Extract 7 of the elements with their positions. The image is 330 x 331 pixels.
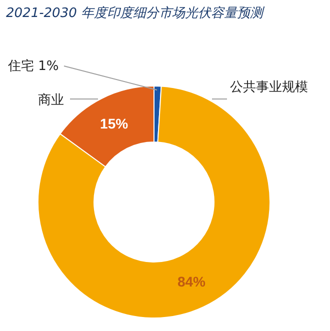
- slice-label: 商业: [38, 93, 64, 108]
- data-label: 1%: [38, 59, 59, 74]
- chart-title: 2021-2030 年度印度细分市场光伏容量预测: [6, 5, 265, 21]
- slice-label: 公共事业规模: [230, 80, 308, 95]
- data-label: 15%: [100, 116, 129, 132]
- slice-label: 住宅: [8, 59, 34, 74]
- data-label: 84%: [177, 274, 206, 290]
